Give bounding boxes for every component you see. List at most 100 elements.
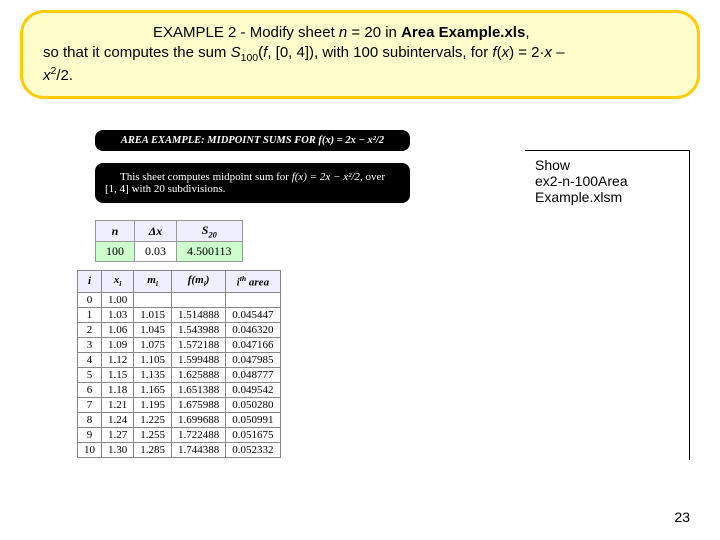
th-xi: xi <box>102 271 134 293</box>
cell-fmi: 1.722488 <box>172 427 226 442</box>
cell-i: 0 <box>78 292 102 307</box>
t: S <box>231 44 241 61</box>
t: ) <box>206 274 210 286</box>
cell-i: 8 <box>78 412 102 427</box>
t: area <box>246 277 269 289</box>
t: so that it computes the sum <box>43 44 231 61</box>
th-mi: mi <box>134 271 172 293</box>
ndx-table: n Δx S20 100 0.03 4.500113 <box>95 220 243 262</box>
cell-i: 5 <box>78 367 102 382</box>
t: n <box>339 24 347 41</box>
cell-area: 0.050991 <box>226 412 280 427</box>
th-n: n <box>96 221 135 242</box>
table-row: 11.031.0151.5148880.045447 <box>78 307 281 322</box>
sheet-title: AREA EXAMPLE: MIDPOINT SUMS FOR f(x) = 2… <box>121 135 384 146</box>
cell-area: 0.050280 <box>226 397 280 412</box>
t: , <box>525 24 529 41</box>
table-row: 81.241.2251.6996880.050991 <box>78 412 281 427</box>
cell-i: 10 <box>78 442 102 457</box>
cell-mi: 1.075 <box>134 337 172 352</box>
t: , [0, 4]), with 100 subintervals, for <box>267 44 492 61</box>
cell-i: 9 <box>78 427 102 442</box>
cell-xi: 1.27 <box>102 427 134 442</box>
table-row: 31.091.0751.5721880.047166 <box>78 337 281 352</box>
show-box: Show ex2-n-100Area Example.xlsm <box>525 150 690 460</box>
t: m <box>147 274 156 286</box>
cell-area: 0.051675 <box>226 427 280 442</box>
cell-xi: 1.09 <box>102 337 134 352</box>
cell-fmi <box>172 292 226 307</box>
cell-i: 3 <box>78 337 102 352</box>
th-s: S20 <box>177 221 243 242</box>
t: i <box>119 279 121 288</box>
cell-xi: 1.03 <box>102 307 134 322</box>
cell-xi: 1.00 <box>102 292 134 307</box>
t: x <box>545 44 553 61</box>
table-row: 21.061.0451.5439880.046320 <box>78 322 281 337</box>
cell-mi: 1.195 <box>134 397 172 412</box>
table-row: 61.181.1651.6513880.049542 <box>78 382 281 397</box>
sheet-desc-box: This sheet computes midpoint sum for f(x… <box>95 163 410 203</box>
cell-fmi: 1.572188 <box>172 337 226 352</box>
t: f(x) = 2x − x²/2 <box>292 171 360 183</box>
th-dx: Δx <box>135 221 177 242</box>
cell-fmi: 1.514888 <box>172 307 226 322</box>
table-row: 101.301.2851.7443880.052332 <box>78 442 281 457</box>
td-n: 100 <box>96 242 135 262</box>
cell-i: 1 <box>78 307 102 322</box>
table-row: 01.00 <box>78 292 281 307</box>
cell-mi: 1.165 <box>134 382 172 397</box>
t: x <box>502 44 510 61</box>
example-callout: EXAMPLE 2 - Modify sheet n = 20 in Area … <box>20 10 700 99</box>
cell-xi: 1.15 <box>102 367 134 382</box>
cell-i: 2 <box>78 322 102 337</box>
cell-fmi: 1.599488 <box>172 352 226 367</box>
table-row: 91.271.2551.7224880.051675 <box>78 427 281 442</box>
cell-area: 0.047166 <box>226 337 280 352</box>
table-row: 41.121.1051.5994880.047985 <box>78 352 281 367</box>
cell-mi <box>134 292 172 307</box>
show-l2: ex2-n-100Area Example.xlsm <box>535 173 679 205</box>
cell-fmi: 1.543988 <box>172 322 226 337</box>
cell-area: 0.048777 <box>226 367 280 382</box>
t: x <box>43 67 51 84</box>
th-area: ith area <box>226 271 280 293</box>
t: 100 <box>241 52 259 64</box>
cell-i: 4 <box>78 352 102 367</box>
table-row: 71.211.1951.6759880.050280 <box>78 397 281 412</box>
cell-fmi: 1.625888 <box>172 367 226 382</box>
t: This sheet computes midpoint sum for <box>120 171 292 183</box>
cell-fmi: 1.699688 <box>172 412 226 427</box>
sheet-desc-l2: [1, 4] with 20 subdivisions. <box>105 183 400 195</box>
t: i <box>156 279 158 288</box>
cell-area: 0.045447 <box>226 307 280 322</box>
cell-xi: 1.24 <box>102 412 134 427</box>
cell-fmi: 1.675988 <box>172 397 226 412</box>
cell-mi: 1.135 <box>134 367 172 382</box>
cell-xi: 1.30 <box>102 442 134 457</box>
example-prefix: EXAMPLE 2 - <box>153 24 250 41</box>
td-s: 4.500113 <box>177 242 243 262</box>
cell-mi: 1.285 <box>134 442 172 457</box>
cell-xi: 1.18 <box>102 382 134 397</box>
t: , over <box>360 171 385 183</box>
cell-xi: 1.21 <box>102 397 134 412</box>
cell-fmi: 1.744388 <box>172 442 226 457</box>
cell-mi: 1.045 <box>134 322 172 337</box>
th-i: i <box>78 271 102 293</box>
sheet-title-box: AREA EXAMPLE: MIDPOINT SUMS FOR f(x) = 2… <box>95 130 410 151</box>
t: 20 <box>208 230 216 239</box>
cell-area <box>226 292 280 307</box>
t: f(m <box>188 274 204 286</box>
th-fmi: f(mi) <box>172 271 226 293</box>
t: ) = 2· <box>509 44 544 61</box>
cell-area: 0.047985 <box>226 352 280 367</box>
t: /2. <box>56 67 73 84</box>
cell-i: 7 <box>78 397 102 412</box>
t: Area Example.xls <box>401 24 525 41</box>
t: – <box>552 44 565 61</box>
page-number: 23 <box>674 509 690 525</box>
cell-xi: 1.06 <box>102 322 134 337</box>
cell-mi: 1.255 <box>134 427 172 442</box>
cell-mi: 1.105 <box>134 352 172 367</box>
